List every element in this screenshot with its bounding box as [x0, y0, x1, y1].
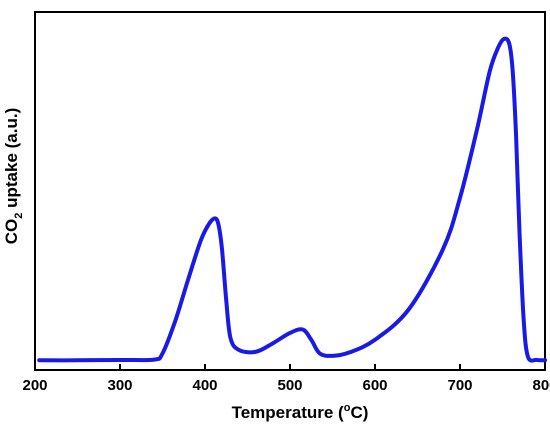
x-axis-label: Temperature (oC) [232, 402, 369, 422]
x-tick-label: 800 [532, 377, 550, 394]
x-tick-label: 700 [447, 377, 472, 394]
x-axis-tick-labels: 200 300 400 500 600 700 800 [22, 377, 550, 394]
y-axis-label: CO2 uptake (a.u.) [2, 108, 25, 244]
plot-frame [34, 11, 546, 371]
x-tick-label: 500 [277, 377, 302, 394]
x-tick-label: 400 [192, 377, 217, 394]
x-tick-label: 600 [362, 377, 387, 394]
x-tick-label: 200 [22, 377, 47, 394]
series-line [37, 36, 547, 363]
x-axis-ticks [34, 364, 546, 370]
x-tick-label: 300 [107, 377, 132, 394]
